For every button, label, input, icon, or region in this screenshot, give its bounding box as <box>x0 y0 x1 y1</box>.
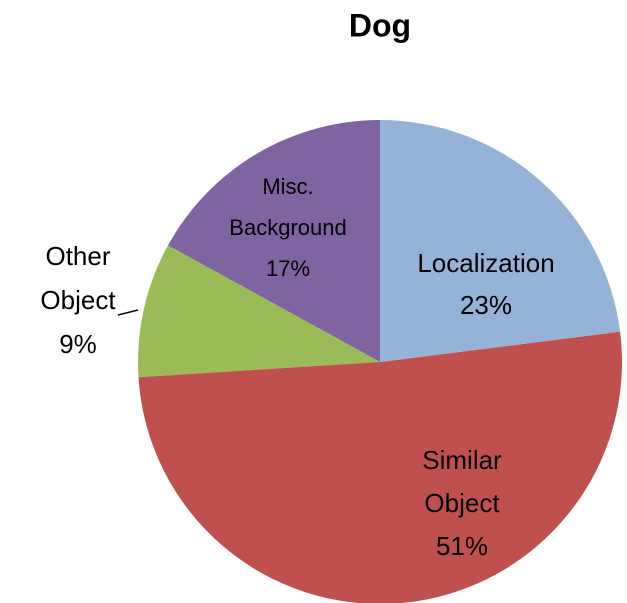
slice-label: Localization <box>417 248 554 278</box>
slice-label: Misc. Background <box>229 174 346 240</box>
pie-slice <box>167 120 380 362</box>
pie-slice <box>138 331 622 603</box>
slice-label: Similar Object <box>422 445 502 518</box>
pie-slice <box>138 245 380 378</box>
slice-value-label: 9% <box>59 329 97 359</box>
slice-value-label: 23% <box>460 290 512 320</box>
slice-value-label: 51% <box>436 531 488 561</box>
leader-line <box>117 309 139 316</box>
slice-value-label: 17% <box>266 256 310 281</box>
chart-title: Dog <box>349 7 411 43</box>
slice-label: Other Object <box>40 241 116 315</box>
pie-slice <box>380 120 621 362</box>
